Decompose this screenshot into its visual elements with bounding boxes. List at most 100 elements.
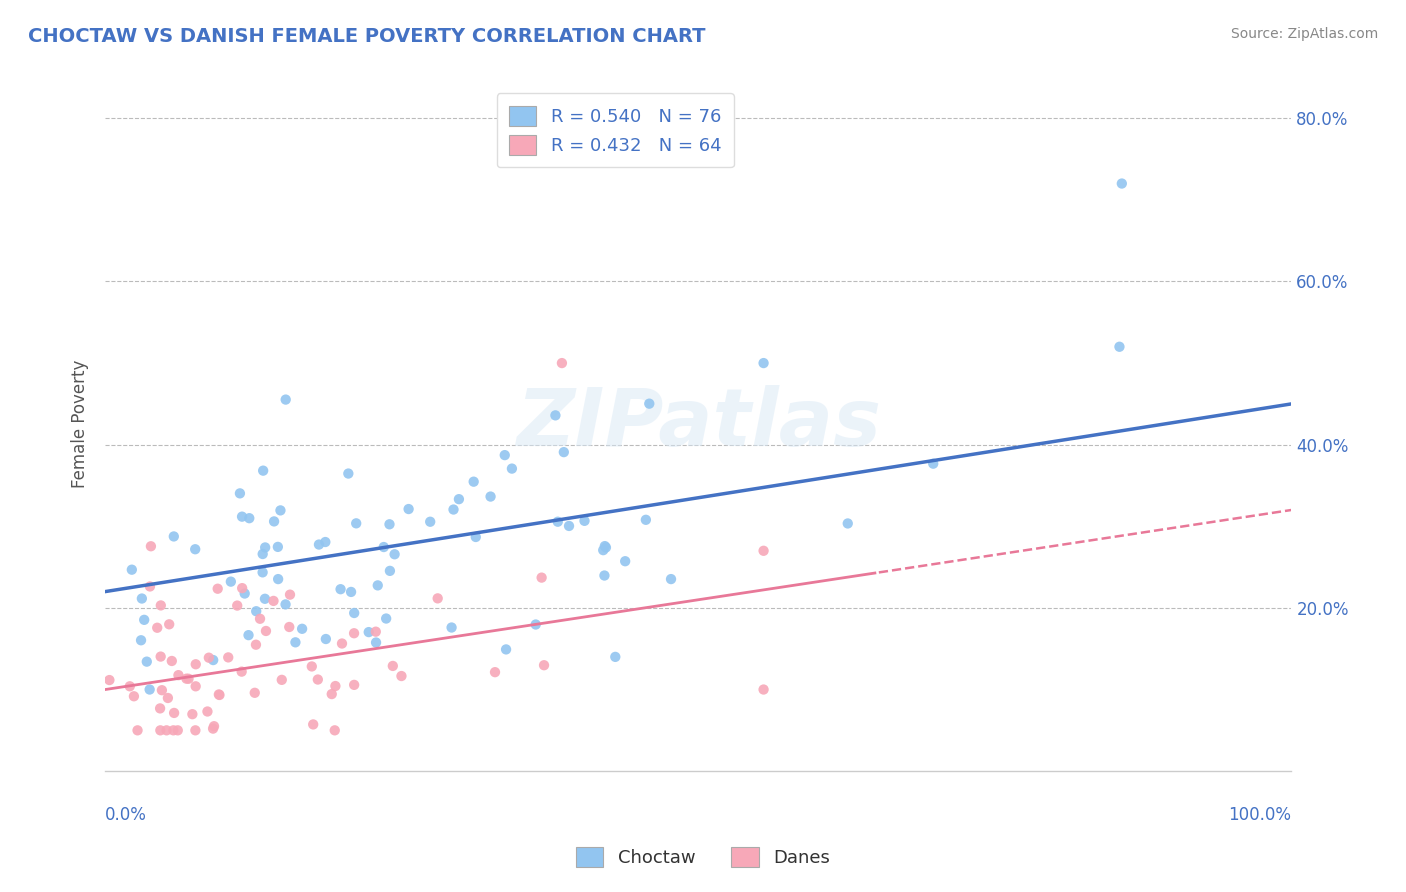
Point <box>157 617 180 632</box>
Point <box>447 492 470 507</box>
Point <box>752 543 775 558</box>
Point <box>419 515 441 529</box>
Point <box>245 638 267 652</box>
Point <box>574 514 596 528</box>
Point <box>139 539 162 553</box>
Point <box>614 554 637 568</box>
Point <box>226 599 249 613</box>
Point <box>254 624 277 638</box>
Point <box>238 628 260 642</box>
Point <box>325 679 347 693</box>
Point <box>315 632 337 646</box>
Point <box>219 574 242 589</box>
Point <box>243 686 266 700</box>
Point <box>267 572 290 586</box>
Point <box>263 594 285 608</box>
Point <box>197 705 219 719</box>
Point <box>398 502 420 516</box>
Point <box>149 599 172 613</box>
Point <box>202 722 225 736</box>
Point <box>202 719 225 733</box>
Point <box>484 665 506 680</box>
Point <box>426 591 449 606</box>
Point <box>337 467 360 481</box>
Point <box>122 690 145 704</box>
Point <box>524 617 547 632</box>
Point <box>134 613 156 627</box>
Point <box>184 723 207 738</box>
Point <box>263 515 285 529</box>
Point <box>267 540 290 554</box>
Point <box>181 707 204 722</box>
Point <box>321 687 343 701</box>
Point <box>378 517 401 532</box>
Point <box>98 673 121 687</box>
Point <box>553 445 575 459</box>
Point <box>343 626 366 640</box>
Point <box>634 513 657 527</box>
Point <box>638 397 661 411</box>
Point <box>343 678 366 692</box>
Point <box>150 683 173 698</box>
Point <box>443 502 465 516</box>
Point <box>156 690 179 705</box>
Point <box>373 540 395 554</box>
Point <box>160 654 183 668</box>
Point <box>752 356 775 370</box>
Point <box>381 659 404 673</box>
Point <box>121 563 143 577</box>
Point <box>343 606 366 620</box>
Point <box>378 564 401 578</box>
Point <box>533 658 555 673</box>
Point <box>302 717 325 731</box>
Point <box>118 679 141 693</box>
Point <box>364 624 387 639</box>
Point <box>558 519 581 533</box>
Point <box>149 723 172 738</box>
Point <box>252 566 274 580</box>
Text: Source: ZipAtlas.com: Source: ZipAtlas.com <box>1230 27 1378 41</box>
Point <box>139 579 162 593</box>
Legend: Choctaw, Danes: Choctaw, Danes <box>569 839 837 874</box>
Point <box>329 582 352 597</box>
Point <box>367 578 389 592</box>
Point <box>364 635 387 649</box>
Point <box>440 620 463 634</box>
Point <box>184 679 207 693</box>
Point <box>278 588 301 602</box>
Point <box>149 649 172 664</box>
Point <box>231 581 253 595</box>
Point <box>270 673 292 687</box>
Point <box>464 530 486 544</box>
Point <box>166 723 188 738</box>
Text: 0.0%: 0.0% <box>105 805 148 824</box>
Point <box>922 457 945 471</box>
Point <box>208 688 231 702</box>
Point <box>167 668 190 682</box>
Point <box>162 723 184 738</box>
Point <box>198 650 221 665</box>
Point <box>252 464 274 478</box>
Point <box>229 486 252 500</box>
Point <box>330 636 353 650</box>
Point <box>163 529 186 543</box>
Point <box>269 503 291 517</box>
Point <box>530 571 553 585</box>
Point <box>357 625 380 640</box>
Point <box>463 475 485 489</box>
Point <box>340 585 363 599</box>
Point <box>131 591 153 606</box>
Point <box>254 541 277 555</box>
Point <box>593 539 616 553</box>
Point <box>207 582 229 596</box>
Point <box>278 620 301 634</box>
Point <box>184 542 207 557</box>
Point <box>163 706 186 720</box>
Point <box>595 541 617 555</box>
Point <box>308 537 330 551</box>
Point <box>231 509 253 524</box>
Point <box>344 516 367 531</box>
Point <box>1111 177 1133 191</box>
Point <box>592 543 614 558</box>
Point <box>752 682 775 697</box>
